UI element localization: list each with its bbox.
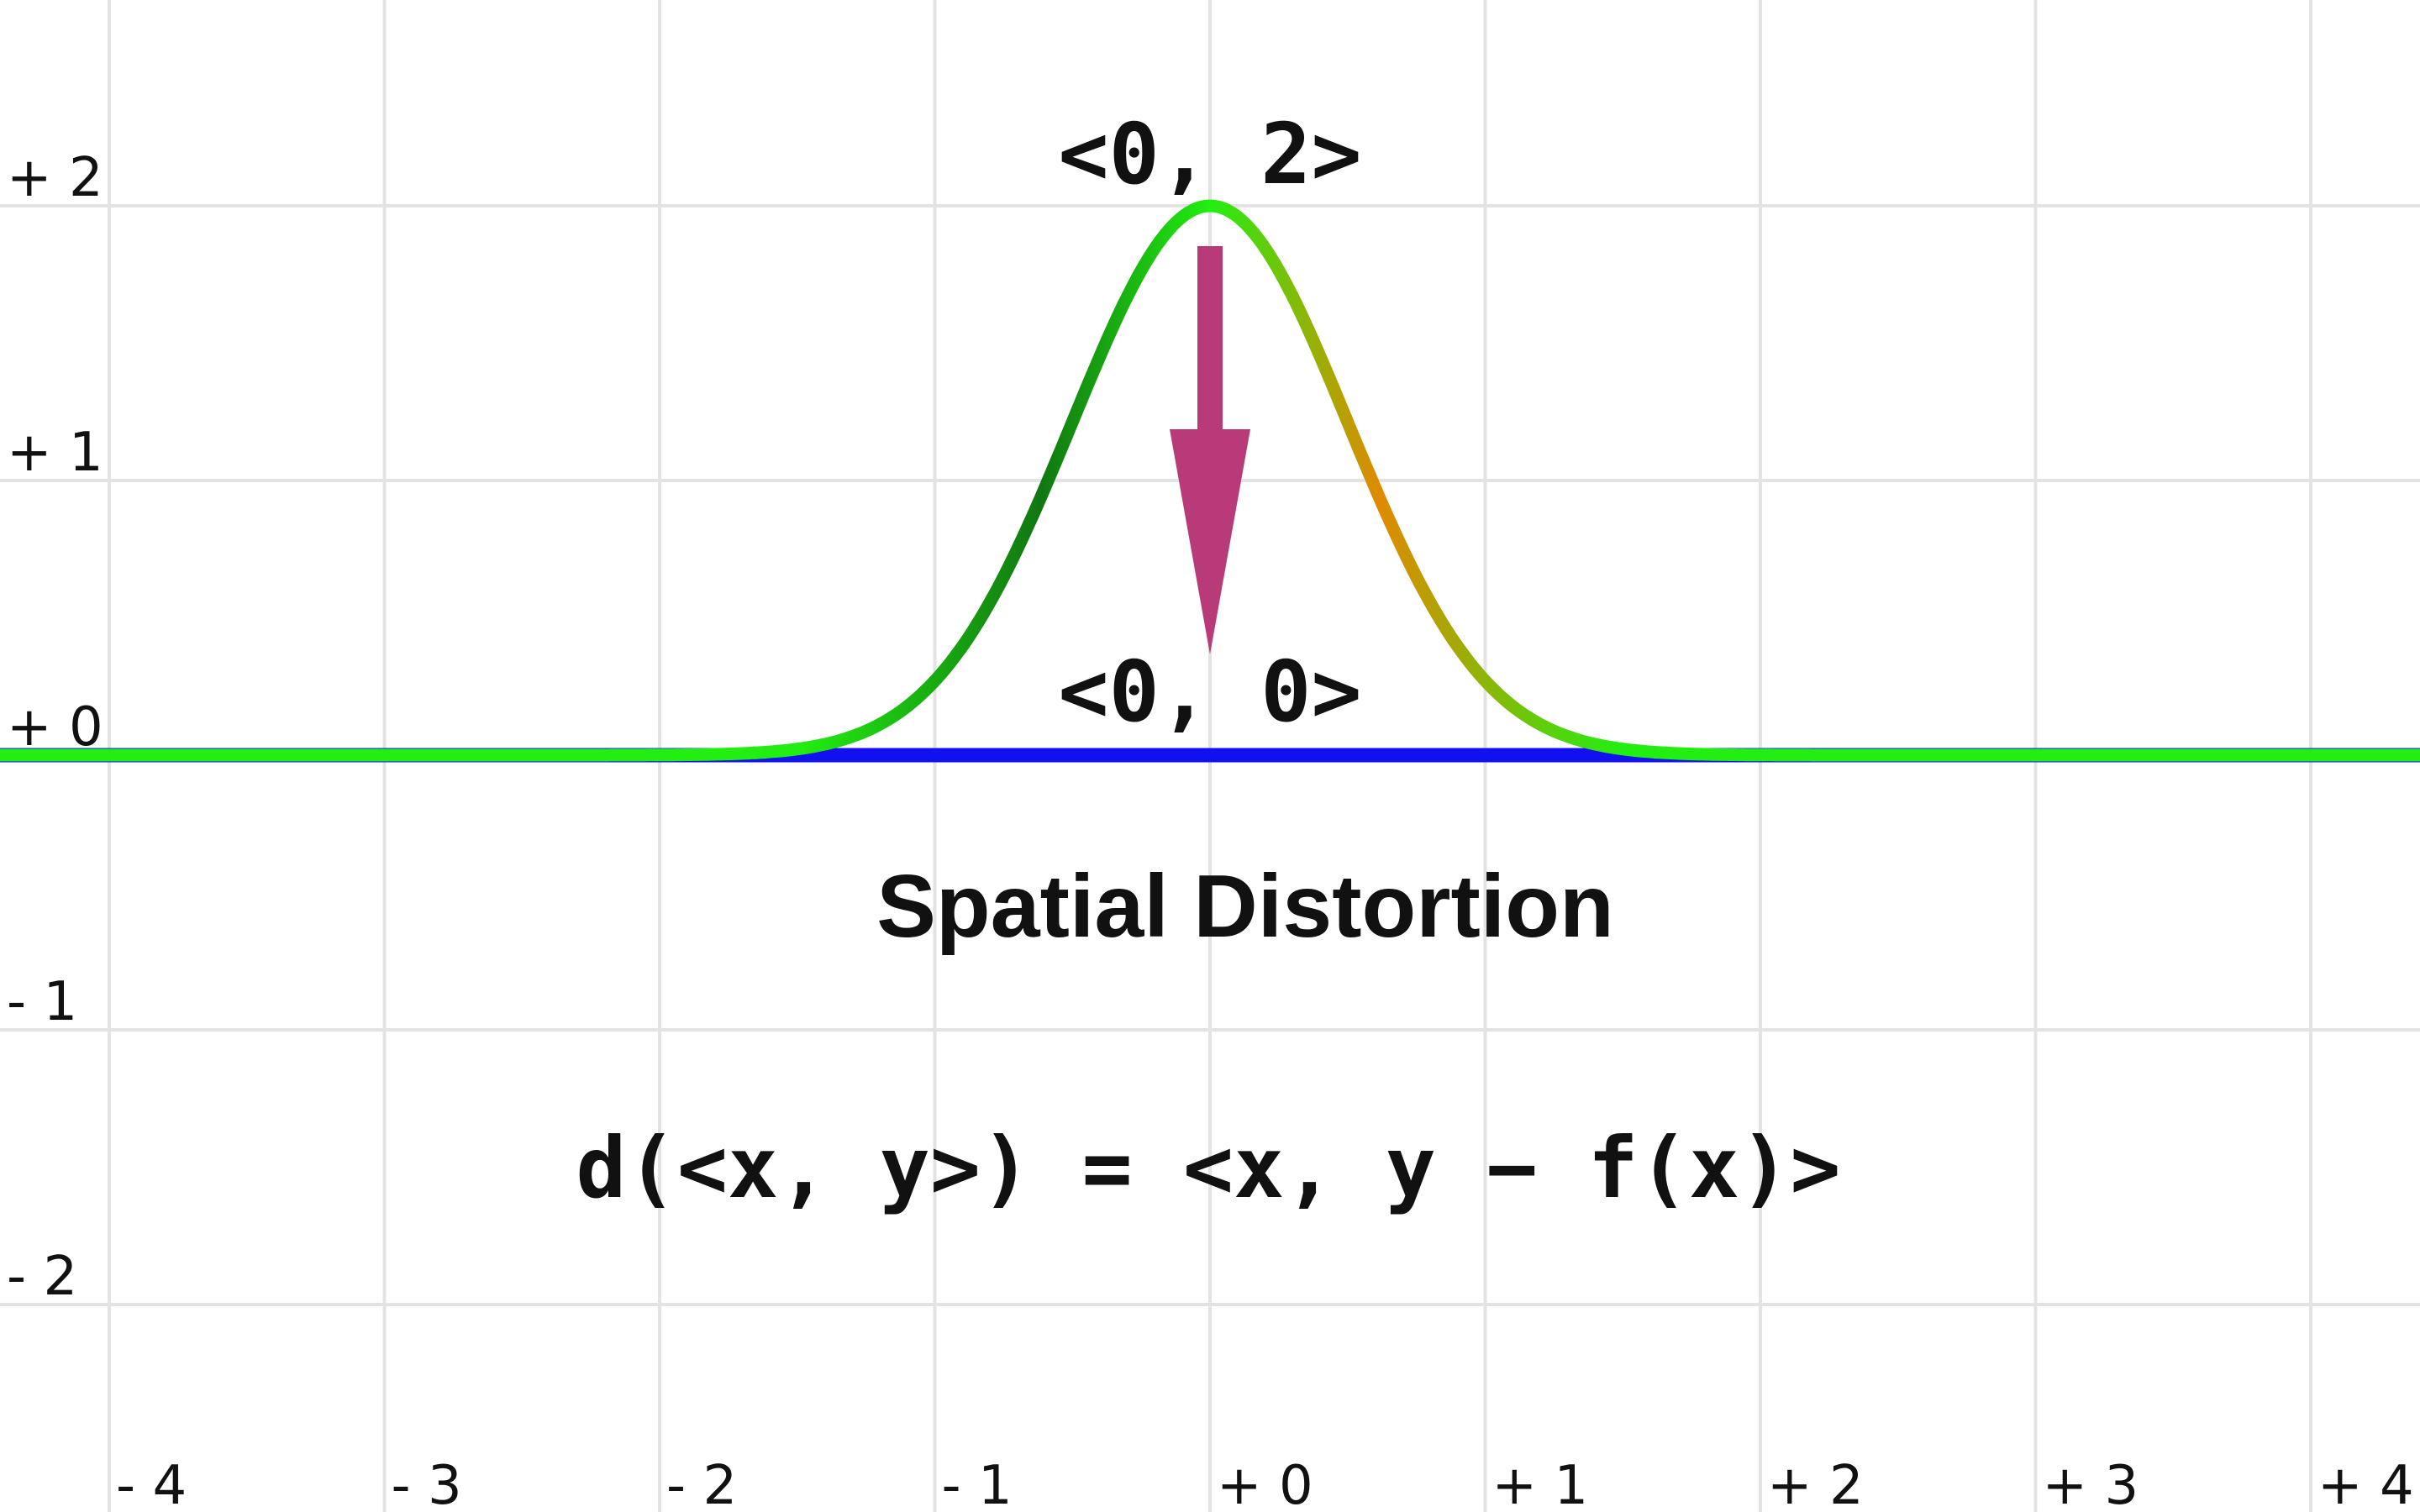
x-tick-label: - 2 <box>666 1455 737 1512</box>
x-tick-label: + 0 <box>1217 1455 1313 1512</box>
diagram-title: Spatial Distortion <box>876 857 1614 956</box>
x-tick-label: - 1 <box>942 1455 1013 1512</box>
x-tick-label: - 3 <box>392 1455 462 1512</box>
distortion-arrow <box>1170 246 1250 654</box>
y-tick-label: - 1 <box>7 971 77 1033</box>
y-tick-label: + 1 <box>7 422 103 484</box>
y-axis-tick-labels: + 2 + 1 + 0 - 1 - 2 <box>7 147 103 1308</box>
x-tick-label: + 2 <box>1767 1455 1864 1512</box>
x-tick-label: - 4 <box>116 1455 187 1512</box>
distortion-curve <box>0 199 2420 762</box>
x-tick-label: + 1 <box>1492 1455 1589 1512</box>
distortion-formula: d(<x, y>) = <x, y − f(x)> <box>576 1119 1840 1217</box>
y-tick-label: + 2 <box>7 147 103 209</box>
top-point-label: <0, 2> <box>1058 105 1361 203</box>
x-tick-label: + 4 <box>2317 1455 2414 1512</box>
y-tick-label: + 0 <box>7 696 103 759</box>
y-tick-label: - 2 <box>7 1246 77 1308</box>
x-axis-tick-labels: - 4 - 3 - 2 - 1 + 0 + 1 + 2 + 3 + 4 <box>116 1455 2414 1512</box>
bottom-point-label: <0, 0> <box>1058 643 1361 741</box>
x-tick-label: + 3 <box>2043 1455 2139 1512</box>
